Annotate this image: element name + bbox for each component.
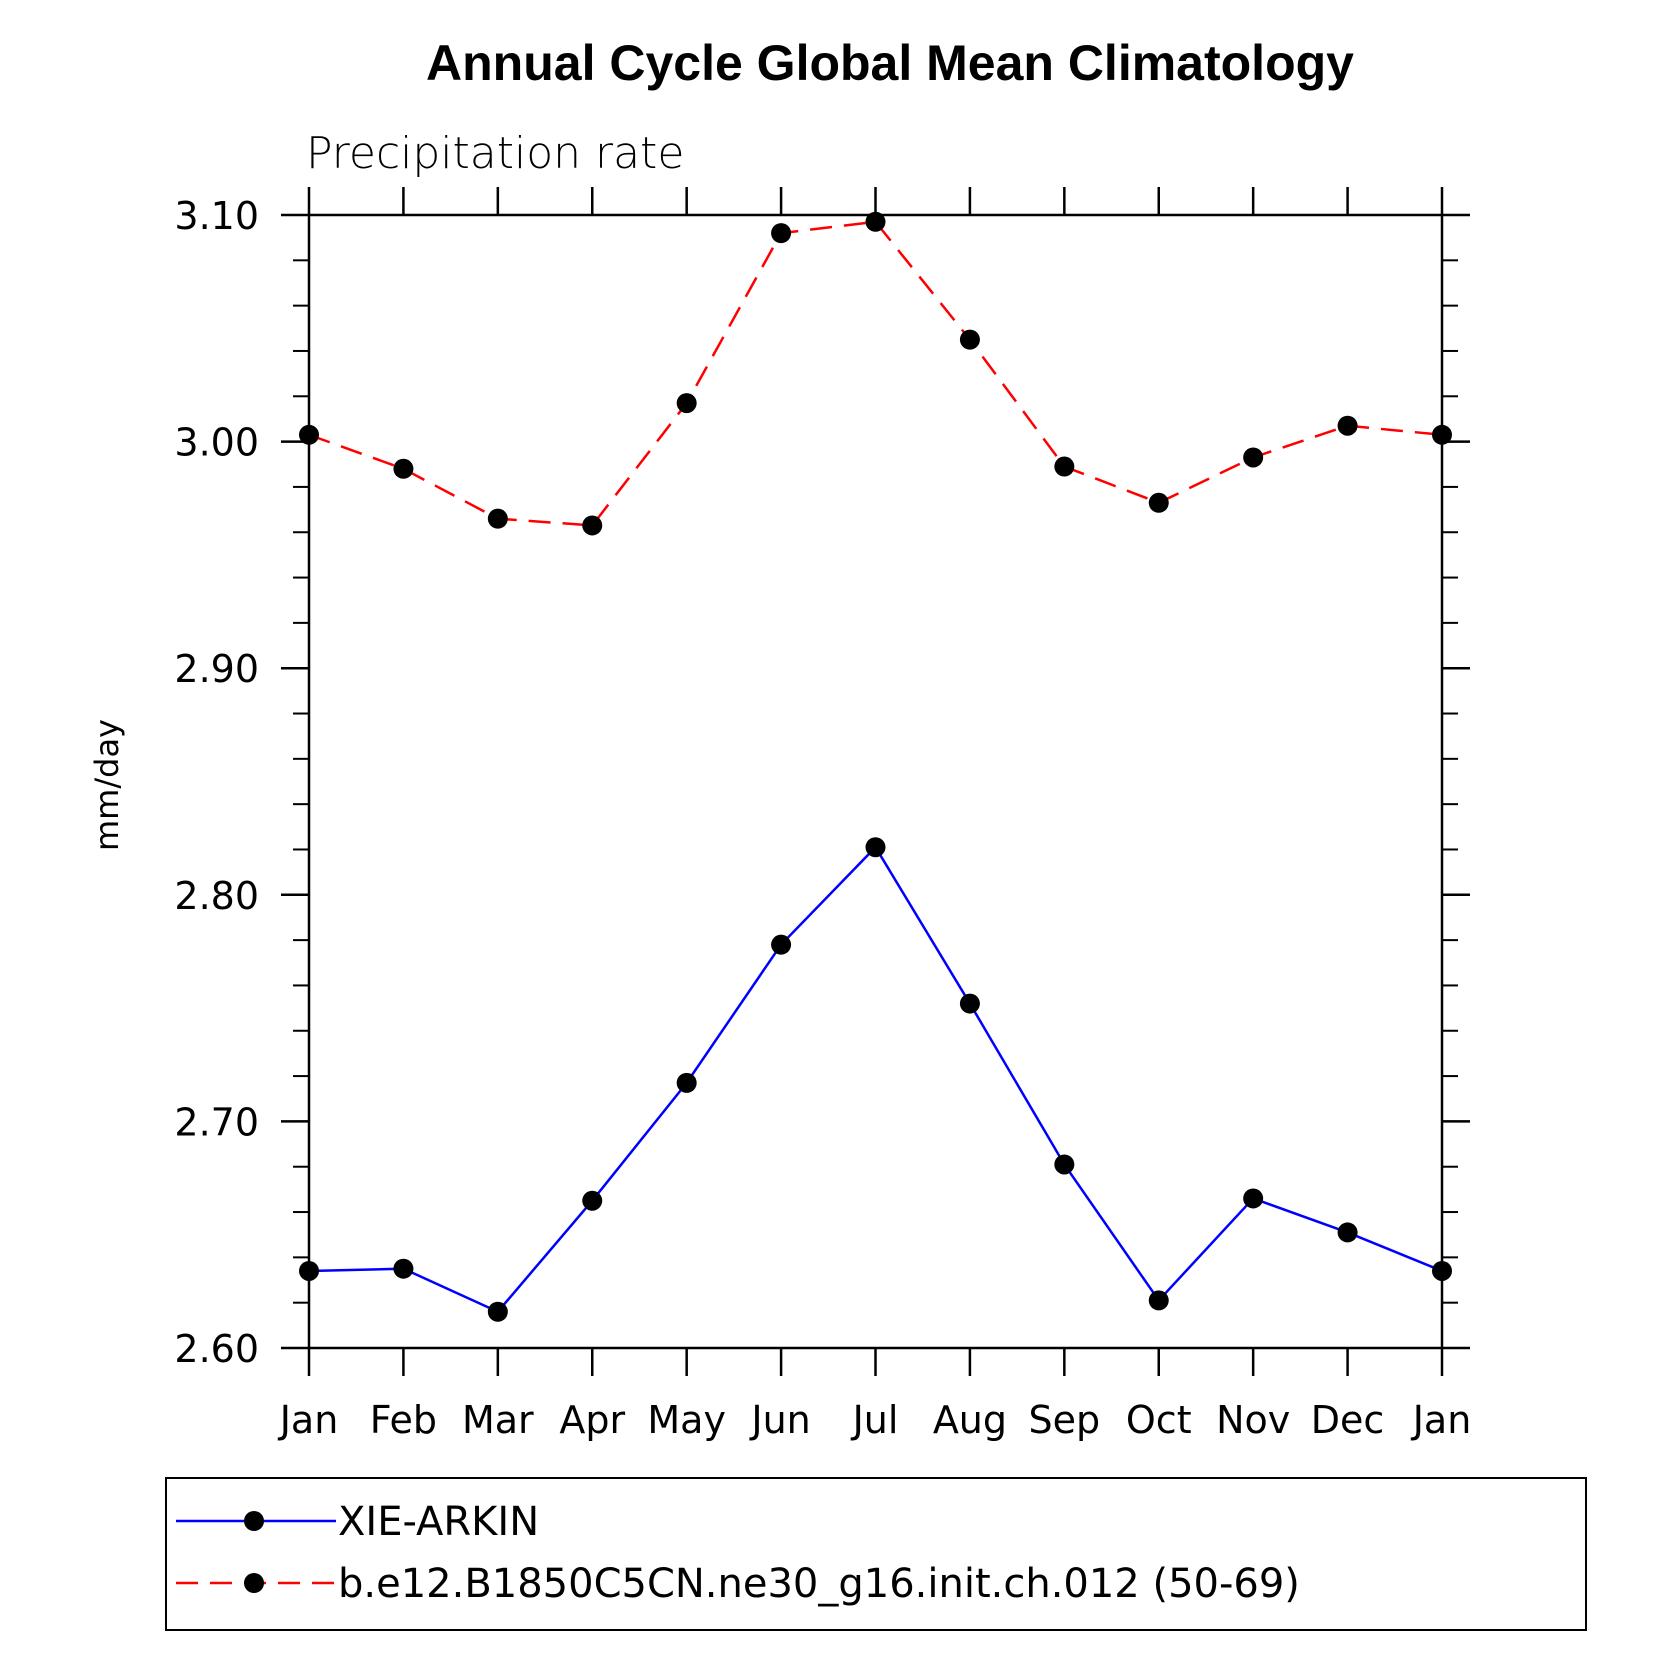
series-0-point [1337,1222,1358,1243]
x-tick-label: Mar [462,1398,534,1442]
series-1-point [487,508,508,529]
series-0-point [1148,1290,1169,1311]
series-0-point [1243,1188,1264,1209]
axis-ticks [281,187,1470,1376]
chart-subtitle: Precipitation rate [306,128,684,179]
series-1-point [1054,456,1075,477]
series-layer [299,211,1452,1322]
series-1-point [1243,447,1264,468]
series-1-point [393,458,414,479]
series-0-point [487,1301,508,1322]
series-1-point [1432,424,1452,445]
series-0-point [865,837,886,858]
y-tick-label: 2.90 [174,647,259,691]
legend-marker-1 [244,1573,264,1593]
y-tick-label: 2.80 [174,874,259,918]
series-0-point [1432,1260,1452,1281]
series-0-point [582,1190,603,1211]
x-tick-label: Jul [851,1398,899,1442]
y-tick-label: 3.00 [174,421,259,465]
legend: XIE-ARKIN b.e12.B1850C5CN.ne30_g16.init.c… [176,1499,1300,1607]
chart-title: Annual Cycle Global Mean Climatology [426,35,1354,91]
series-0-point [771,934,792,955]
x-tick-label: Sep [1029,1398,1101,1442]
legend-box [165,1477,1587,1631]
y-tick-label: 2.70 [174,1100,259,1144]
series-1-point [771,223,792,244]
legend-marker-0 [244,1511,264,1531]
y-tick-label: 2.60 [174,1327,259,1371]
series-1-point [299,424,319,445]
x-tick-label: May [647,1398,726,1442]
legend-label-0: XIE-ARKIN [338,1499,539,1545]
y-tick-labels: 2.60 2.70 2.80 2.90 3.00 3.10 [174,194,259,1371]
x-tick-label: Dec [1311,1398,1385,1442]
y-axis-label: mm/day [88,719,126,851]
series-1-point [1337,415,1358,436]
x-tick-label: Feb [370,1398,437,1442]
x-tick-label: Aug [933,1398,1007,1442]
x-tick-label: Jan [278,1398,339,1442]
series-line-0 [308,845,1443,1314]
x-tick-labels: Jan Feb Mar Apr May Jun Jul Aug Sep Oct Nov Dec Jan [278,1398,1472,1442]
series-0-point [959,993,980,1014]
series-1-point [1148,492,1169,513]
series-0-point [676,1072,697,1093]
x-tick-label: Jun [749,1398,810,1442]
x-tick-label: Apr [559,1398,625,1442]
series-1-point [865,211,886,232]
series-0-point [299,1260,319,1281]
x-tick-label: Jan [1411,1398,1472,1442]
x-tick-label: Oct [1126,1398,1192,1442]
series-1-point [676,393,697,414]
series-0-point [1054,1154,1075,1175]
series-1-point [582,515,603,536]
plot-frame [307,213,1444,1350]
series-0-point [393,1258,414,1279]
legend-label-1: b.e12.B1850C5CN.ne30_g16.init.ch.012 (50… [338,1561,1300,1607]
series-line-1 [308,220,1443,527]
series-1-point [959,329,980,350]
y-tick-label: 3.10 [174,194,259,238]
x-tick-label: Nov [1216,1398,1290,1442]
